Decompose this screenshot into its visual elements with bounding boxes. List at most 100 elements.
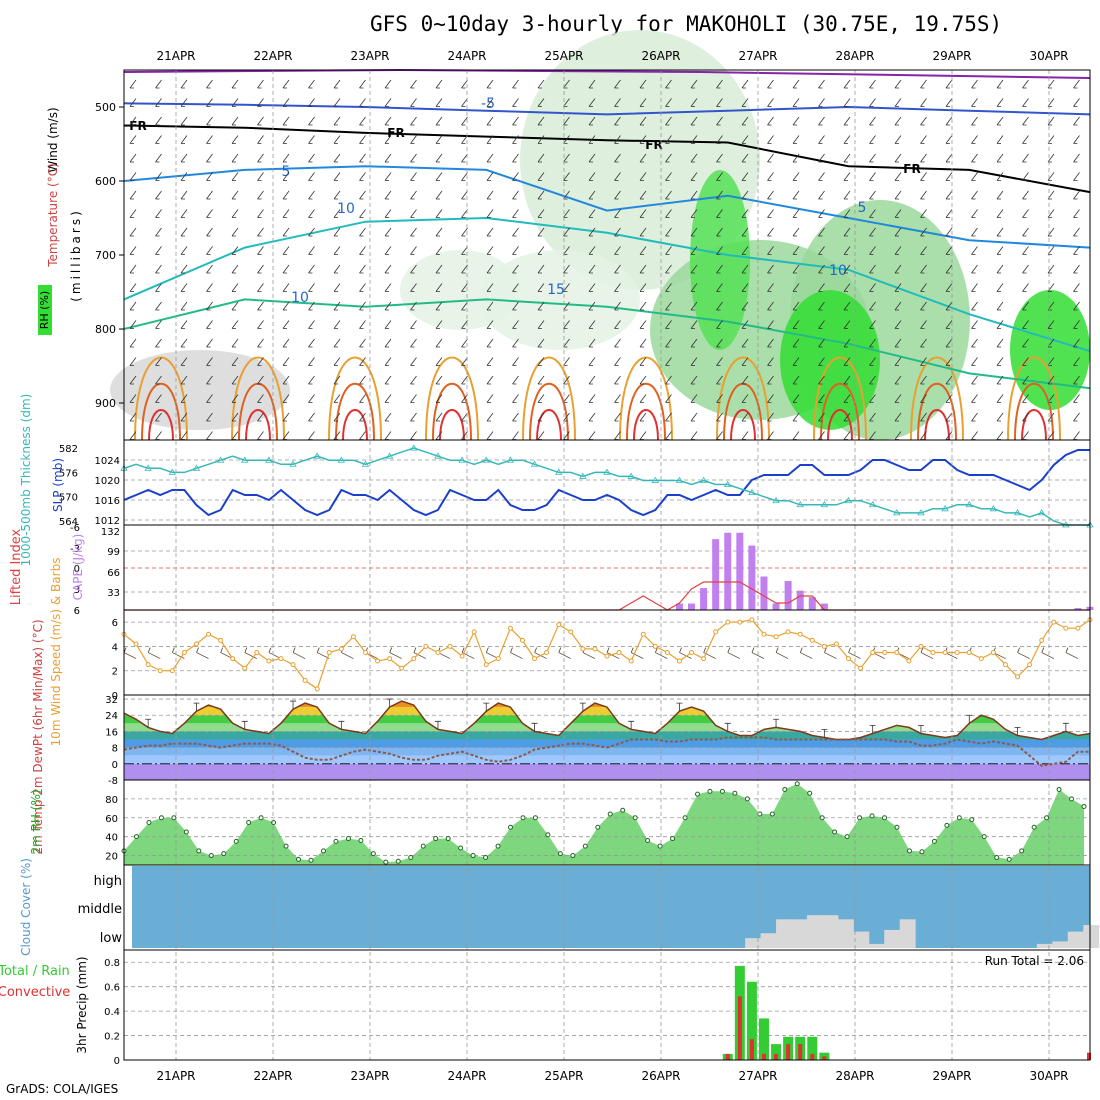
wind-barb — [945, 283, 953, 292]
wind-barb — [920, 357, 927, 366]
wind-barb — [384, 394, 392, 403]
wind-barb — [614, 116, 621, 126]
wind-point — [544, 650, 550, 655]
wind-barb — [257, 79, 264, 89]
wind-barb — [792, 301, 800, 311]
wind-point — [1002, 662, 1008, 668]
wind-barb — [1047, 320, 1055, 329]
wind-barb — [920, 283, 927, 292]
minmax-bar — [966, 714, 973, 724]
rh-point — [433, 836, 439, 842]
wind-barb — [231, 190, 239, 200]
wind-barb — [920, 264, 927, 274]
wind-barb — [792, 135, 800, 144]
wind-point — [616, 650, 622, 655]
wind-barb — [741, 153, 749, 163]
wind-barb — [1022, 283, 1029, 292]
thickness-marker — [241, 456, 249, 463]
wind-barb — [257, 320, 264, 329]
wind-barb — [282, 375, 290, 385]
wind-barb-10m — [1041, 647, 1054, 659]
wind-barb — [741, 394, 749, 403]
wind-barb — [639, 153, 647, 163]
wind-barb — [435, 357, 443, 366]
wind-barb — [333, 172, 341, 181]
wind-barb — [435, 412, 443, 422]
xtick-bottom-6: 27APR — [738, 1069, 777, 1083]
wind-barb — [384, 227, 392, 237]
wind-barb — [588, 283, 596, 292]
cape-bar — [1074, 608, 1082, 610]
rh-point — [246, 820, 252, 825]
cape-bar — [820, 603, 828, 610]
wind-barb — [155, 135, 162, 144]
ytick-label-rh: 20 — [105, 852, 118, 863]
wind-barb — [665, 375, 672, 385]
contour-label-10: 10 — [829, 263, 847, 279]
rh-point — [196, 848, 202, 854]
wind-barb — [767, 412, 774, 422]
wind-barb — [665, 394, 672, 403]
wind-barb — [486, 135, 494, 144]
wind-point — [471, 629, 477, 635]
wind-barb — [971, 375, 978, 385]
wind-barb — [818, 227, 825, 237]
cloud-low-bar — [822, 915, 839, 948]
wind-barb — [920, 338, 927, 348]
wind-barb — [537, 116, 545, 126]
ytick-label-rh: 80 — [105, 795, 118, 806]
minmax-bar — [724, 722, 731, 732]
wind-barb — [792, 79, 800, 89]
wind-barb — [384, 301, 392, 311]
wind-barb — [1073, 320, 1080, 329]
wind-barb-10m — [244, 647, 258, 659]
wind-barb — [333, 283, 341, 292]
wind-point — [990, 650, 996, 655]
wind-barb — [180, 357, 188, 366]
wind-barb — [869, 98, 876, 107]
wind-barb — [1022, 394, 1029, 403]
wind-barb — [461, 79, 468, 89]
wind-barb — [971, 135, 978, 144]
contour-label-8: 5 — [858, 200, 867, 216]
wind-barb — [1022, 227, 1029, 237]
cape-bar — [772, 603, 780, 610]
wind-barb — [308, 283, 315, 292]
ytick-label-thickness: 564 — [59, 517, 78, 528]
wind-barb — [971, 172, 978, 181]
wind-barb — [869, 209, 876, 218]
wind-barb — [206, 98, 213, 107]
wind-barb — [359, 264, 366, 274]
wind-barb — [359, 135, 366, 144]
rh-point — [221, 851, 227, 857]
wind-barb — [180, 301, 188, 311]
wind-barb — [945, 301, 953, 311]
wind-barb — [257, 301, 264, 311]
wind-barb — [257, 98, 264, 107]
wind-point — [761, 631, 767, 637]
thickness-marker — [724, 480, 732, 487]
wind-barb — [537, 412, 545, 422]
rh-point — [208, 853, 214, 859]
rh-point — [233, 838, 239, 844]
rh-shade-4 — [690, 170, 750, 350]
wind-barb — [308, 153, 315, 163]
wind-barb — [971, 412, 978, 422]
wind-barb — [180, 246, 188, 255]
wind-barb — [282, 135, 290, 144]
wind-point — [773, 634, 779, 640]
wind-barb — [792, 375, 800, 385]
ytick-label-temp: 16 — [105, 727, 118, 738]
wind-point — [483, 662, 489, 668]
wind-barb — [614, 283, 621, 292]
wind-barb — [639, 98, 647, 107]
precip-total-bar — [819, 1052, 830, 1060]
wind-barb-10m — [606, 647, 620, 659]
wind-barb — [588, 153, 596, 163]
wind-barb — [359, 153, 366, 163]
wind-barb — [537, 153, 545, 163]
wind-barb — [971, 246, 978, 255]
wind-point — [978, 656, 984, 662]
wind-barb — [155, 79, 162, 89]
wind-barb — [690, 190, 698, 200]
